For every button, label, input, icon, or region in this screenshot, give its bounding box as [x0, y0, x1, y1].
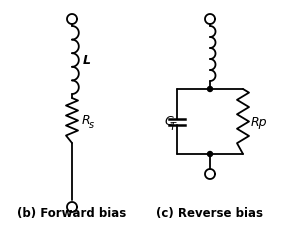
- Circle shape: [208, 87, 212, 92]
- Text: Rp: Rp: [251, 116, 268, 128]
- Text: R: R: [82, 114, 91, 126]
- Text: (c) Reverse bias: (c) Reverse bias: [157, 206, 263, 219]
- Text: L: L: [83, 54, 91, 67]
- Text: T: T: [170, 121, 176, 131]
- Text: (b) Forward bias: (b) Forward bias: [17, 206, 127, 219]
- Text: C: C: [164, 114, 173, 127]
- Circle shape: [208, 152, 212, 157]
- Text: s: s: [89, 119, 94, 129]
